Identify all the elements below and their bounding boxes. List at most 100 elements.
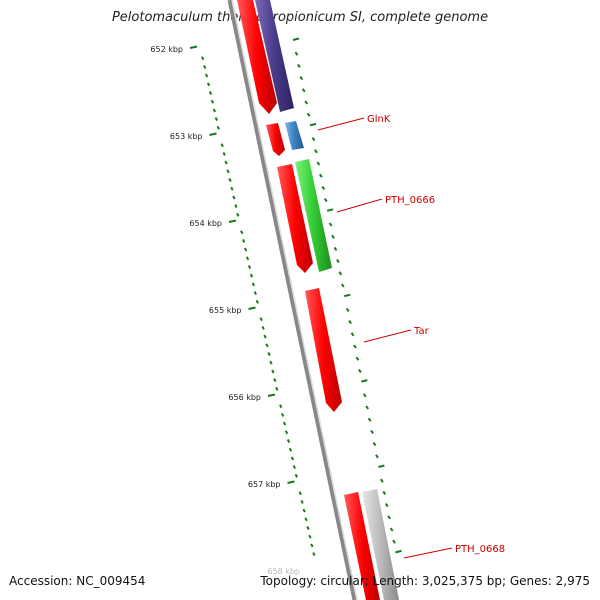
- gene-label-tar[interactable]: Tar: [413, 326, 430, 337]
- ruler-minor-tick: [247, 265, 252, 269]
- ruler-minor-tick: [242, 238, 246, 243]
- ruler-minor-tick: [255, 299, 259, 304]
- callout-line-glnk: [317, 117, 365, 131]
- right-ruler-tick: [358, 368, 362, 373]
- ruler-major-tick: [287, 480, 295, 484]
- ruler-minor-tick: [203, 64, 207, 69]
- ruler-ticks: [189, 45, 316, 557]
- gene-label-glnk[interactable]: GlnK: [367, 114, 391, 125]
- ruler-label: 655 kbp: [209, 306, 242, 315]
- gene-cds-red-4[interactable]: [344, 492, 380, 600]
- ruler-minor-tick: [304, 517, 308, 522]
- gene-cds-red-3[interactable]: [277, 164, 313, 273]
- gene-features[interactable]: [237, 0, 399, 600]
- right-ruler-tick: [331, 234, 335, 239]
- ruler-minor-tick: [236, 212, 240, 217]
- right-ruler-ticks: [292, 37, 402, 554]
- ruler-minor-tick: [208, 91, 213, 95]
- ruler-minor-tick: [253, 291, 257, 296]
- ruler-minor-tick: [310, 543, 314, 548]
- ruler-minor-tick: [212, 108, 217, 113]
- ruler-minor-tick: [300, 499, 304, 504]
- ruler-major-tick: [189, 45, 198, 49]
- map-title: Pelotomaculum thermopropionicum SI, comp…: [111, 10, 489, 25]
- right-ruler-tick: [384, 503, 389, 508]
- right-ruler-tick: [389, 527, 394, 532]
- ruler-minor-tick: [226, 169, 230, 174]
- right-ruler-tick: [375, 454, 379, 459]
- ruler-minor-tick: [273, 378, 277, 383]
- ruler-minor-tick: [243, 247, 248, 252]
- genome-backbone: [227, 0, 358, 600]
- right-ruler-tick: [304, 100, 309, 105]
- ruler-minor-tick: [286, 439, 291, 443]
- gene-pth-0666[interactable]: [295, 159, 332, 272]
- right-ruler-tick: [301, 88, 306, 93]
- ruler-major-tick: [209, 132, 217, 136]
- right-ruler-tick: [387, 515, 391, 520]
- right-ruler-tick: [365, 405, 370, 410]
- right-ruler-tick: [314, 149, 318, 154]
- ruler-minor-tick: [265, 343, 269, 348]
- right-ruler-tick: [319, 173, 323, 178]
- right-ruler-tick: [340, 283, 345, 288]
- ruler-minor-tick: [259, 317, 263, 322]
- gene-label-pth-0668[interactable]: PTH_0668: [455, 544, 505, 555]
- genome-backbone-highlight: [231, 0, 358, 600]
- right-ruler-tick: [333, 246, 338, 251]
- ruler-major-tick: [228, 219, 237, 223]
- callout-line-pth-0666: [336, 198, 383, 213]
- gene-cds-red-2[interactable]: [266, 123, 285, 156]
- ruler-minor-tick: [204, 73, 209, 78]
- gene-cds-red-1[interactable]: [237, 0, 277, 114]
- ruler-minor-tick: [214, 117, 218, 122]
- ruler-minor-tick: [294, 473, 298, 478]
- ruler-label: 654 kbp: [189, 219, 222, 228]
- gene-tar[interactable]: [305, 288, 342, 412]
- ruler-minor-tick: [261, 325, 265, 330]
- gene-glnk[interactable]: [285, 121, 304, 150]
- ruler-minor-tick: [249, 273, 254, 278]
- ruler-minor-tick: [216, 125, 220, 130]
- ruler-label: 657 kbp: [248, 480, 281, 489]
- right-ruler-tick: [316, 161, 321, 166]
- ruler-labels: 652 kbp 653 kbp 654 kbp 655 kbp 656 kbp 657 k…: [150, 45, 300, 576]
- ruler-minor-tick: [251, 282, 256, 287]
- gene-label-pth-0666[interactable]: PTH_0666: [385, 195, 435, 206]
- right-ruler-tick: [361, 379, 368, 383]
- ruler-minor-tick: [302, 508, 306, 513]
- ruler-minor-tick: [222, 151, 226, 156]
- right-ruler-tick: [355, 356, 360, 361]
- gene-pth-0668[interactable]: [362, 489, 399, 600]
- right-ruler-tick: [380, 478, 384, 483]
- right-ruler-tick: [297, 63, 301, 68]
- right-ruler-tick: [345, 307, 350, 312]
- ruler-minor-tick: [282, 421, 287, 426]
- right-ruler-tick: [353, 344, 357, 349]
- right-ruler-tick: [378, 464, 385, 468]
- right-ruler-tick: [299, 76, 304, 81]
- right-ruler-tick: [343, 293, 351, 298]
- right-ruler-tick: [348, 320, 352, 325]
- ruler-minor-tick: [271, 369, 275, 374]
- right-ruler-tick: [370, 429, 374, 434]
- ruler-minor-tick: [281, 412, 285, 417]
- ruler-label: 652 kbp: [150, 45, 183, 54]
- right-ruler-tick: [292, 37, 300, 41]
- ruler-minor-tick: [308, 534, 312, 539]
- ruler-minor-tick: [224, 160, 228, 165]
- right-ruler-tick: [323, 198, 328, 203]
- ruler-minor-tick: [284, 430, 289, 435]
- gene-upper-purple[interactable]: [255, 0, 294, 112]
- ruler-minor-tick: [306, 526, 310, 530]
- right-ruler-tick: [311, 137, 316, 142]
- ruler-minor-tick: [234, 204, 238, 209]
- ruler-minor-tick: [263, 334, 267, 339]
- ruler-minor-tick: [288, 447, 293, 452]
- right-ruler-tick: [382, 490, 387, 495]
- ruler-label: 653 kbp: [170, 132, 203, 141]
- right-ruler-tick: [338, 271, 343, 276]
- right-ruler-tick: [350, 332, 355, 337]
- ruler-minor-tick: [220, 143, 224, 148]
